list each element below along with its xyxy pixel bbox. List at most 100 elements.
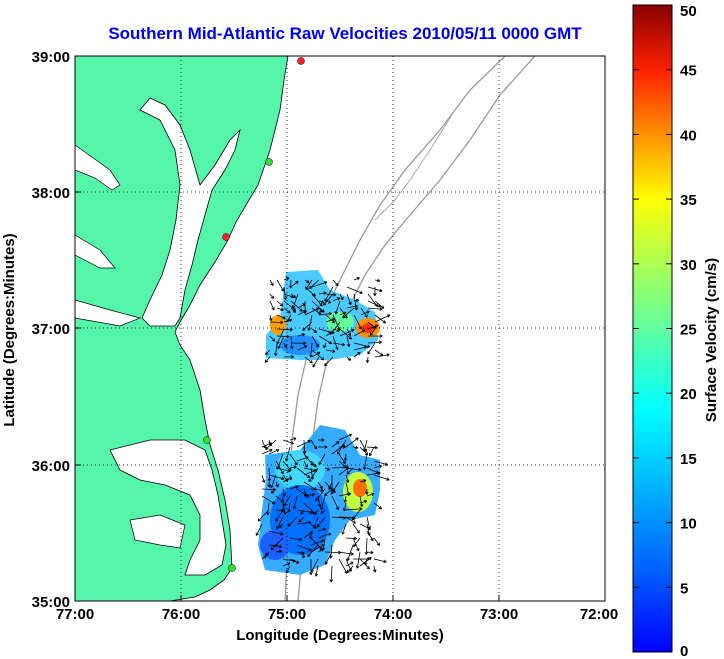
velocity-arrow	[302, 446, 307, 454]
velocity-arrow	[270, 488, 277, 494]
velocity-arrow	[325, 349, 336, 353]
velocity-arrow	[368, 446, 375, 457]
velocity-arrow	[276, 453, 284, 470]
velocity-arrow	[324, 467, 331, 471]
velocity-arrow	[345, 437, 359, 448]
colorbar-tick-label: 40	[680, 127, 697, 144]
velocity-arrow	[365, 356, 370, 363]
velocity-arrow	[265, 349, 271, 355]
velocity-arrow	[345, 516, 356, 524]
velocity-arrow	[290, 341, 307, 346]
velocity-arrow	[275, 481, 279, 488]
velocity-arrow	[353, 276, 360, 281]
velocity-arrow	[283, 342, 288, 348]
velocity-arrow	[346, 286, 363, 295]
velocity-arrow	[360, 310, 370, 316]
velocity-arrow	[364, 537, 369, 555]
velocity-arrow	[261, 474, 266, 483]
x-tick-label: 77:00	[56, 606, 94, 623]
velocity-arrow	[290, 293, 297, 299]
y-tick-label: 37:00	[32, 321, 70, 338]
velocity-arrow	[305, 279, 313, 290]
velocity-arrow	[301, 551, 306, 559]
velocity-arrow	[359, 499, 368, 504]
velocity-arrow	[353, 345, 368, 351]
velocity-arrow	[332, 342, 346, 347]
velocity-arrow	[367, 334, 383, 338]
velocity-arrow	[374, 353, 390, 358]
velocity-arrow	[289, 485, 299, 490]
velocity-arrow	[318, 300, 325, 304]
velocity-arrow	[339, 328, 352, 340]
velocity-arrow	[296, 467, 311, 479]
velocity-arrow	[332, 279, 339, 287]
velocity-arrow	[332, 328, 340, 333]
velocity-arrow	[309, 530, 313, 540]
colorbar-tick-label: 25	[680, 322, 697, 339]
velocity-arrow	[315, 488, 326, 502]
velocity-arrow	[313, 509, 319, 516]
velocity-arrow	[275, 460, 284, 475]
colorbar	[632, 4, 673, 653]
velocity-arrow	[325, 331, 332, 337]
velocity-arrow	[367, 342, 376, 355]
velocity-arrow	[316, 516, 326, 528]
velocity-arrow	[274, 342, 278, 356]
velocity-arrow	[346, 565, 354, 574]
velocity-arrow	[269, 279, 274, 286]
chesapeake-bay	[139, 97, 241, 327]
velocity-arrow	[255, 523, 263, 536]
velocity-arrow	[276, 300, 284, 307]
y-tick-labels: 39:00 38:00 37:00 36:00 35:00	[32, 49, 70, 611]
velocity-arrow	[265, 439, 277, 450]
velocity-arrow	[290, 307, 297, 313]
velocity-arrow	[283, 307, 291, 314]
velocity-arrow	[264, 356, 271, 363]
velocity-arrow	[317, 481, 323, 490]
velocity-arrow	[298, 516, 305, 523]
velocity-arrow	[339, 328, 355, 337]
velocity-arrow	[323, 342, 327, 349]
velocity-arrow	[311, 293, 323, 307]
velocity-arrow	[372, 565, 377, 573]
velocity-arrow	[373, 286, 377, 297]
velocity-arrow	[324, 356, 334, 367]
colorbar-tick-label: 45	[680, 63, 697, 80]
x-tick-label: 72:00	[580, 606, 618, 623]
velocity-arrow	[308, 279, 320, 289]
velocity-arrow	[338, 460, 347, 468]
velocity-arrow	[318, 335, 333, 345]
velocity-arrow	[359, 556, 372, 567]
velocity-arrow	[276, 328, 285, 345]
velocity-arrow	[346, 544, 354, 561]
velocity-arrow	[276, 516, 284, 530]
velocity-arrow	[353, 293, 359, 311]
velocity-arrow	[323, 293, 334, 306]
velocity-arrow	[282, 502, 287, 515]
velocity-arrow	[276, 327, 293, 332]
velocity-arrow	[373, 558, 387, 564]
velocity-arrow	[324, 286, 334, 302]
velocity-arrow	[310, 558, 319, 573]
radar-station-marker	[228, 564, 236, 572]
velocity-arrow	[346, 467, 354, 475]
map-title: Southern Mid-Atlantic Raw Velocities 201…	[108, 24, 582, 43]
velocity-arrow	[307, 314, 313, 331]
colorbar-tick-label: 0	[680, 643, 688, 659]
velocity-arrow	[276, 279, 285, 292]
velocity-arrow	[310, 488, 324, 492]
velocity-arrow	[304, 279, 310, 284]
velocity-arrow	[366, 445, 378, 450]
velocity-arrow	[261, 439, 267, 449]
velocity-arrow	[269, 320, 284, 325]
velocity-arrow	[364, 558, 368, 566]
velocity-arrow	[308, 467, 319, 483]
velocity-arrow	[314, 565, 319, 577]
velocity-arrow	[331, 441, 340, 448]
colorbar-tick-label: 50	[680, 3, 697, 20]
velocity-arrow	[283, 355, 294, 359]
velocity-arrow	[324, 488, 333, 497]
velocity-arrow	[345, 467, 362, 472]
velocity-arrow	[268, 530, 284, 536]
velocity-arrow	[296, 551, 304, 555]
